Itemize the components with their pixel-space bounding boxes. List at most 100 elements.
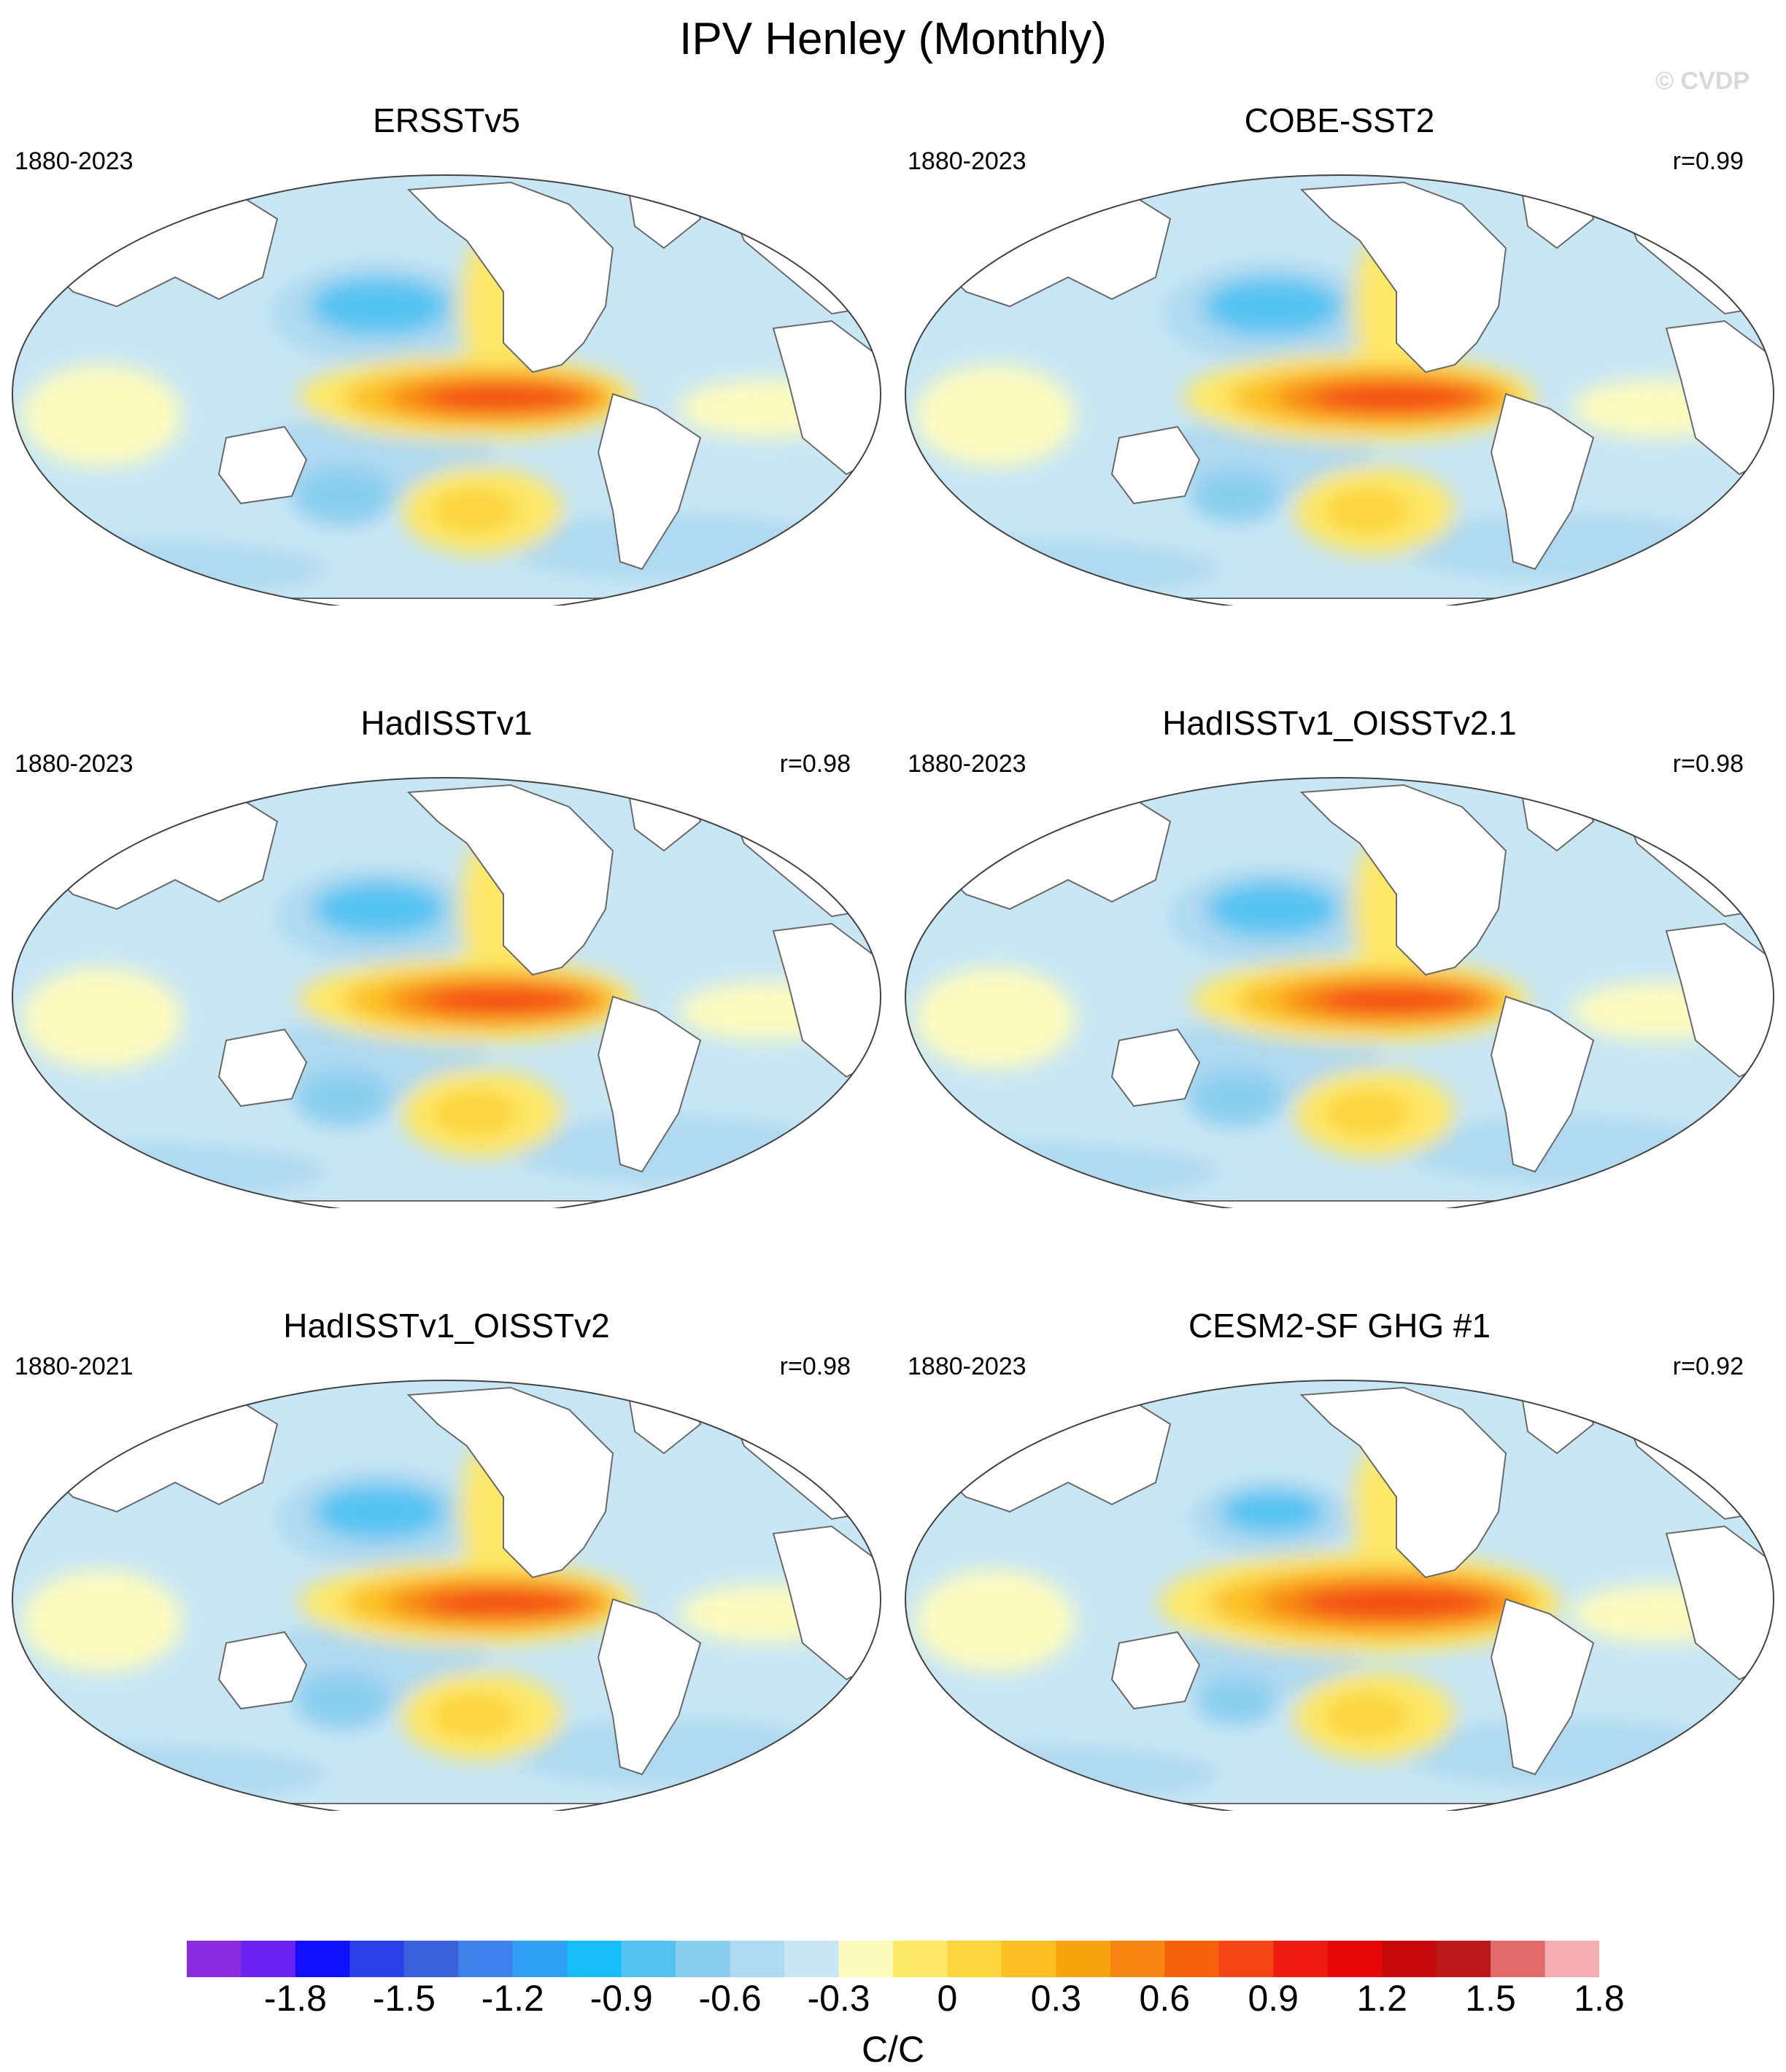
colorbar-swatch (1056, 1941, 1111, 1977)
panel-title: ERSSTv5 (373, 101, 520, 139)
continent (1110, 1631, 1201, 1710)
colorbar-swatch (1327, 1941, 1383, 1977)
continent (905, 1803, 1774, 1811)
colorbar-swatch (730, 1941, 785, 1977)
panel-years: 1880-2023 (15, 750, 134, 778)
colorbar-swatch (187, 1941, 241, 1977)
cold-anomaly (294, 1071, 392, 1126)
continent (1490, 995, 1595, 1173)
panel-correlation: r=0.98 (779, 750, 851, 778)
panel-title: CESM2-SF GHG #1 (1188, 1307, 1491, 1345)
continent (1490, 393, 1595, 571)
map-outline (12, 777, 881, 1208)
colorbar-swatch (1164, 1941, 1220, 1977)
map-globe (12, 174, 881, 606)
panel-correlation: r=0.98 (1672, 750, 1744, 778)
page-title: IPV Henley (Monthly) (679, 14, 1107, 64)
colorbar-swatch (1545, 1941, 1599, 1977)
panel-title: HadISSTv1 (360, 704, 533, 742)
panel-years: 1880-2023 (908, 750, 1027, 778)
panel-correlation: r=0.98 (779, 1353, 851, 1380)
cold-anomaly (292, 467, 394, 525)
cold-anomaly (1187, 1071, 1285, 1126)
map-globe (905, 1380, 1774, 1811)
continent (406, 1386, 614, 1579)
cold-anomaly (1203, 277, 1342, 336)
continent (217, 1631, 308, 1710)
map-outline (905, 777, 1774, 1208)
map-outline (12, 174, 881, 606)
cold-anomaly (620, 1479, 839, 1545)
cold-anomaly (310, 277, 449, 336)
warm-anomaly (22, 1570, 182, 1672)
warm-anomaly (915, 967, 1075, 1070)
map-globe (12, 777, 881, 1208)
cold-anomaly (1513, 876, 1732, 942)
panel-years: 1880-2021 (15, 1353, 134, 1380)
colorbar-swatch (403, 1941, 459, 1977)
panel-years: 1880-2023 (908, 1353, 1027, 1380)
panel-correlation: r=0.92 (1672, 1353, 1744, 1380)
continent (1110, 425, 1201, 505)
colorbar-swatch (1110, 1941, 1165, 1977)
colorbar-tick-label: 1.2 (1356, 1978, 1407, 2019)
colorbar-swatch (567, 1941, 622, 1977)
warm-anomaly (430, 1693, 518, 1739)
colorbar-tick-label: -0.9 (589, 1978, 653, 2019)
map-panel: HadISSTv1_OISSTv2.1 1880-2023 r=0.98 (893, 603, 1786, 1208)
cold-anomaly (294, 1674, 392, 1729)
map-outline (905, 1380, 1774, 1811)
colorbar-units: C/C (861, 2029, 925, 2070)
colorbar-tick-label: 0 (937, 1978, 958, 2019)
cold-anomaly (1195, 1678, 1277, 1725)
warm-anomaly (1323, 487, 1411, 534)
cold-anomaly (1220, 1490, 1325, 1534)
map-panel: ERSSTv5 1880-2023 (0, 0, 893, 606)
continent (217, 425, 308, 505)
map-globe (905, 174, 1774, 606)
colorbar-swatch (241, 1941, 296, 1977)
continent (1490, 1598, 1595, 1776)
map-panel: COBE-SST2 1880-2023 r=0.99 (893, 0, 1786, 606)
colorbar-tick-label: -1.8 (263, 1978, 327, 2019)
continent (1299, 181, 1507, 374)
colorbar-swatch (1218, 1941, 1274, 1977)
cold-anomaly (1190, 470, 1282, 522)
map-globe (12, 1380, 881, 1811)
map-panel: HadISSTv1_OISSTv2 1880-2021 r=0.98 (0, 1205, 893, 1811)
warm-anomaly (423, 1590, 584, 1616)
map-globe (905, 777, 1774, 1208)
continent (406, 181, 614, 374)
continent (12, 1803, 881, 1811)
colorbar-tick-label: -0.3 (807, 1978, 870, 2019)
colorbar-tick-label: 1.5 (1465, 1978, 1516, 2019)
continent (1110, 1028, 1201, 1107)
colorbar-tick-label: 0.6 (1139, 1978, 1191, 2019)
warm-anomaly (430, 1090, 518, 1137)
warm-anomaly (915, 1570, 1075, 1672)
warm-anomaly (22, 967, 182, 1070)
colorbar-swatch (621, 1941, 676, 1977)
panel-correlation: r=0.99 (1672, 147, 1744, 175)
colorbar-tick-label: 1.8 (1574, 1978, 1625, 2019)
warm-anomaly (1323, 1090, 1411, 1137)
continent (217, 1028, 308, 1107)
continent (597, 995, 702, 1173)
colorbar-tick-label: -0.6 (698, 1978, 762, 2019)
map-panel: CESM2-SF GHG #1 1880-2023 r=0.92 (893, 1205, 1786, 1811)
warm-anomaly (423, 384, 584, 411)
colorbar-tick-label: -1.2 (481, 1978, 544, 2019)
panel-title: HadISSTv1_OISSTv2 (283, 1307, 610, 1345)
continent (597, 393, 702, 571)
panel-years: 1880-2023 (908, 147, 1027, 175)
cold-anomaly (1513, 274, 1732, 339)
colorbar-tick-label: 0.3 (1030, 1978, 1082, 2019)
continent (406, 784, 614, 976)
colorbar-swatch (512, 1941, 568, 1977)
cold-anomaly (313, 1484, 446, 1539)
continent (1299, 1386, 1507, 1579)
continent (1299, 784, 1507, 976)
panel-title: COBE-SST2 (1244, 101, 1435, 139)
map-outline (905, 174, 1774, 606)
cold-anomaly (313, 881, 446, 937)
